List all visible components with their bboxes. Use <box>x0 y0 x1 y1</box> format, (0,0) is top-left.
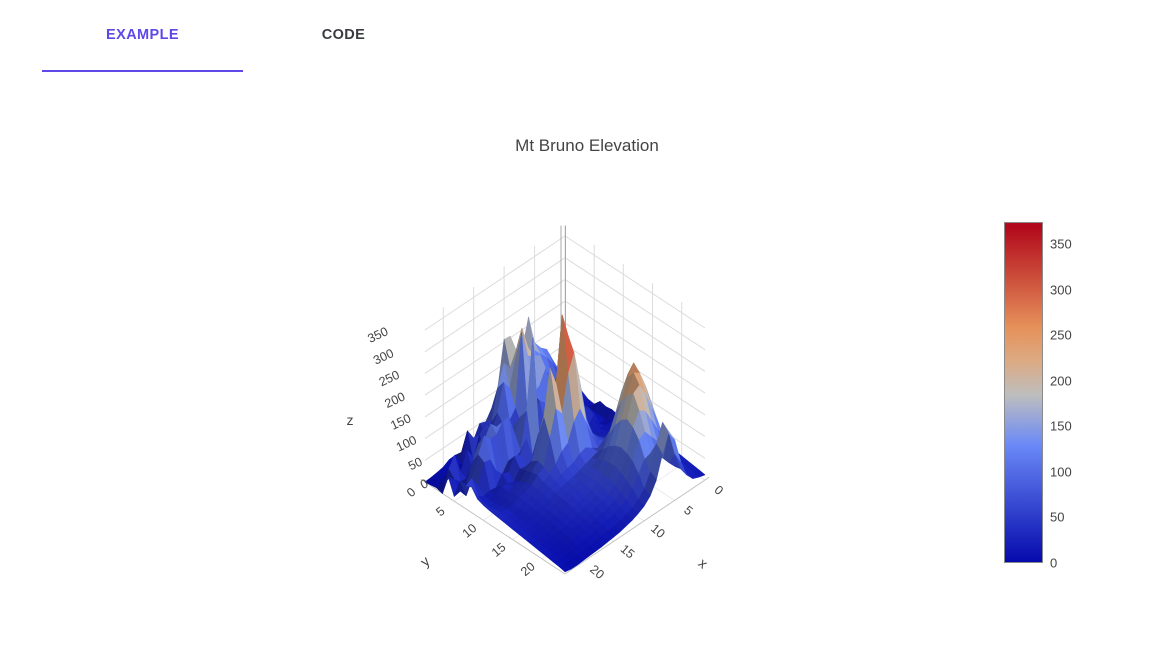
z-tick-label: 150 <box>388 411 413 433</box>
x-tick-label: 0 <box>712 483 726 498</box>
tab-bar: EXAMPLE CODE <box>0 0 1149 72</box>
colorbar-tick-label: 300 <box>1050 282 1072 297</box>
y-tick-label: 5 <box>433 504 447 519</box>
y-tick-label: 15 <box>489 540 509 560</box>
x-tick-label: 10 <box>648 521 668 541</box>
tab-code[interactable]: CODE <box>321 27 366 43</box>
colorbar <box>1004 222 1043 563</box>
z-tick-label: 200 <box>383 389 408 411</box>
colorbar-tick-label: 200 <box>1050 373 1072 389</box>
tab-example[interactable]: EXAMPLE <box>42 0 243 72</box>
colorbar-tick-label: 50 <box>1050 509 1065 525</box>
x-axis-title: x <box>695 555 711 572</box>
y-tick-label: 10 <box>460 521 480 541</box>
z-tick-label: 300 <box>371 346 396 368</box>
colorbar-tick-label: 250 <box>1050 327 1072 343</box>
colorbar-tick-label: 350 <box>1050 236 1072 252</box>
chart-title: Mt Bruno Elevation <box>515 136 659 155</box>
z-tick-label: 350 <box>365 324 390 346</box>
y-axis-title: y <box>417 553 433 570</box>
colorbar-tick-label: 0 <box>1050 555 1058 571</box>
chart-area: Mt Bruno Elevation 0 5 10 15 20 0 5 10 15 20 0 50 10… <box>0 70 1149 648</box>
colorbar-tick-label: 150 <box>1050 418 1072 434</box>
y-tick-label: 20 <box>518 559 538 579</box>
z-axis-title: z <box>347 412 354 428</box>
x-tick-label: 20 <box>587 562 607 582</box>
y-tick-label: 0 <box>404 485 418 500</box>
z-tick-label: 100 <box>394 433 419 455</box>
z-tick-label: 250 <box>377 368 402 390</box>
x-tick-label: 5 <box>681 503 695 518</box>
colorbar-tick-label: 100 <box>1050 464 1072 480</box>
x-tick-label: 15 <box>618 542 638 562</box>
surface-mesh <box>424 314 706 573</box>
z-tick-label: 50 <box>406 455 425 474</box>
